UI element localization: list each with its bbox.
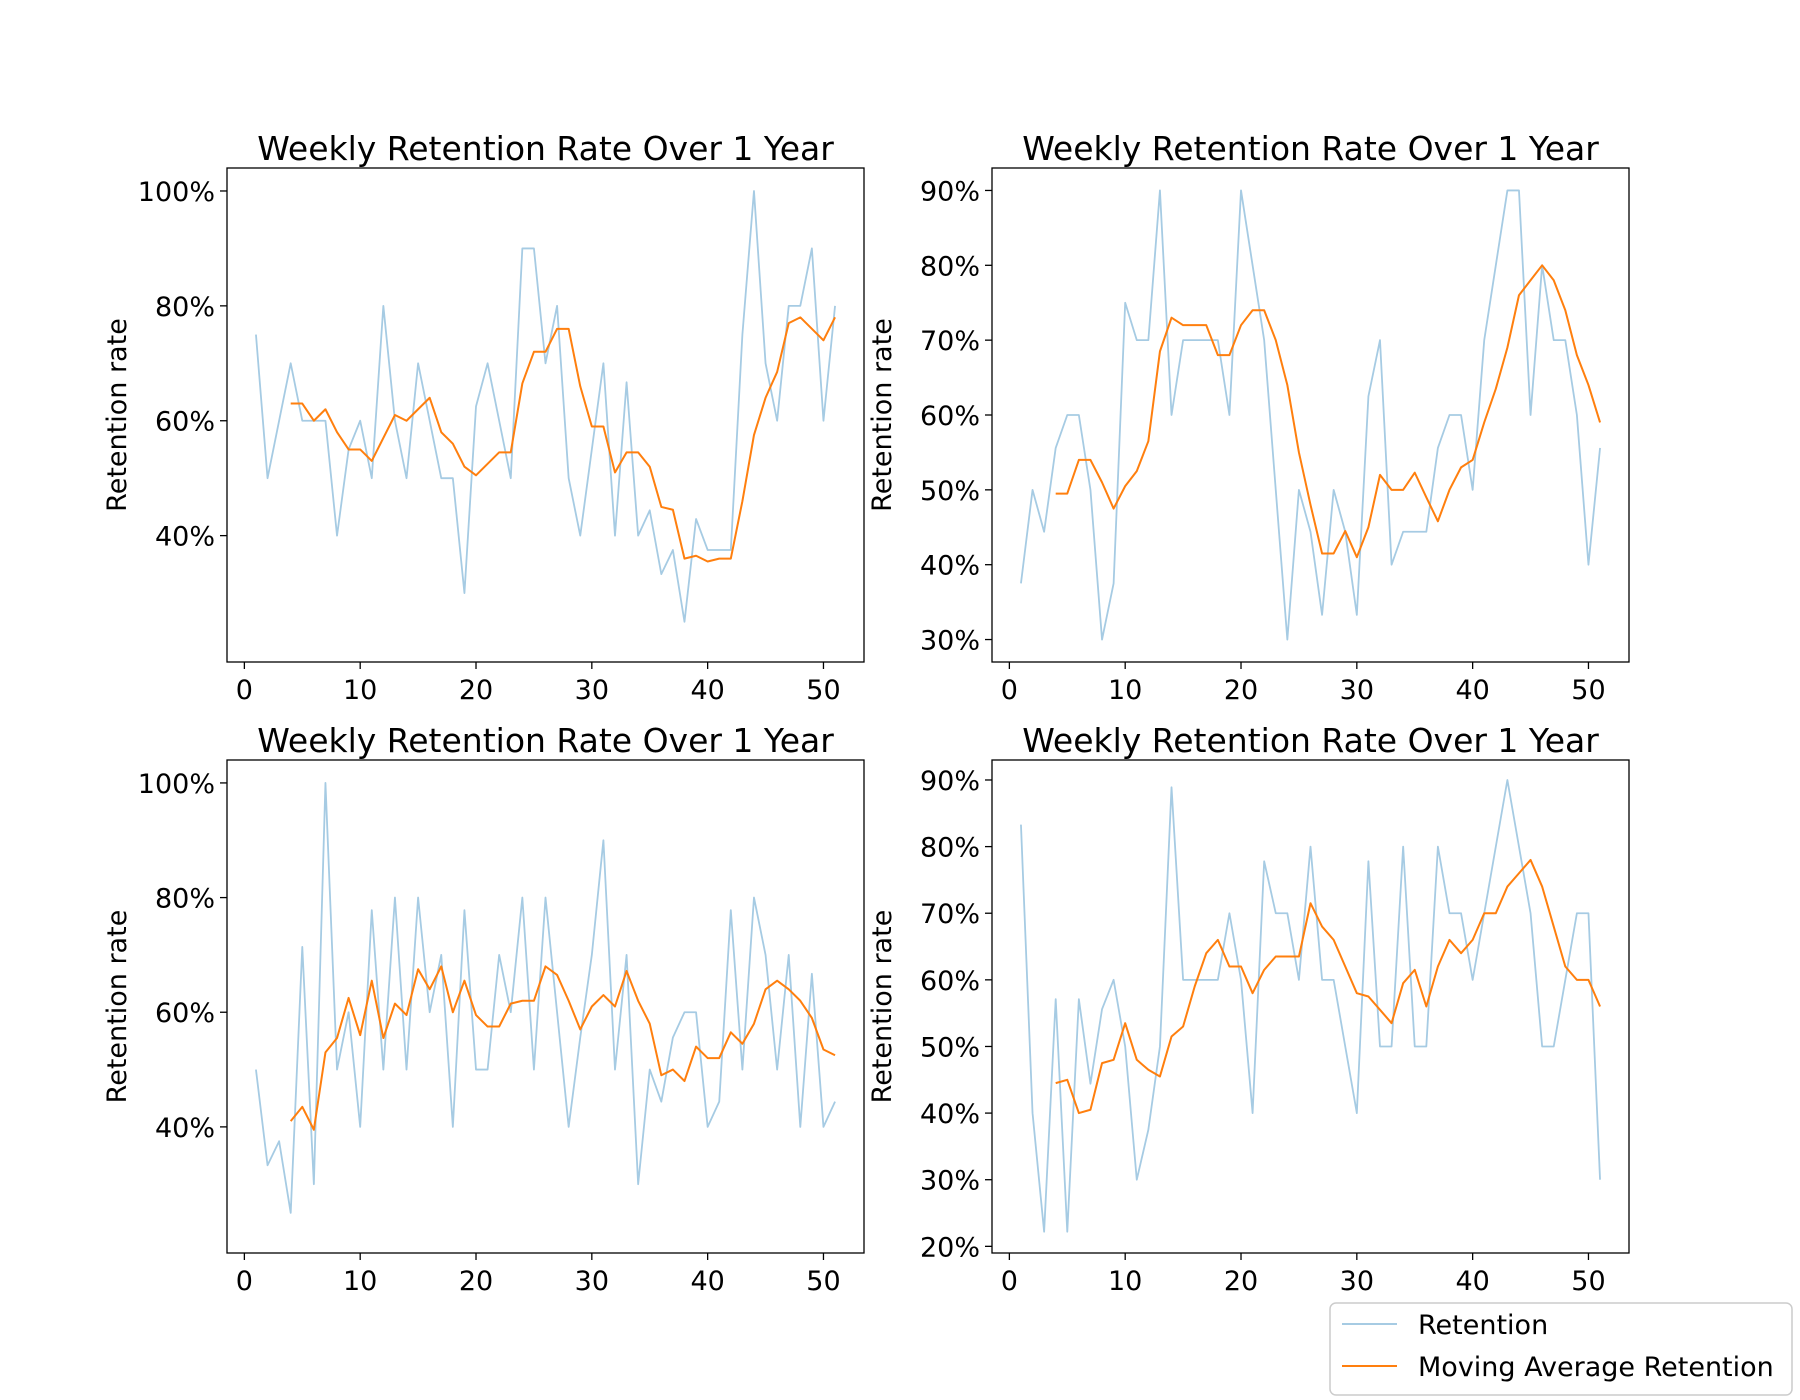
x-tick-label: 20 xyxy=(1224,675,1258,706)
x-tick-label: 50 xyxy=(1571,1266,1605,1297)
x-tick-label: 40 xyxy=(1455,675,1489,706)
x-tick-label: 0 xyxy=(236,675,253,706)
y-tick-label: 60% xyxy=(920,401,980,432)
y-axis-label: Retention rate xyxy=(102,318,133,512)
y-tick-label: 40% xyxy=(155,1113,215,1144)
x-tick-label: 40 xyxy=(690,1266,724,1297)
chart-panel-2: 0 10 20 30 40 50 30% 40% 50% 60% 70% 80% 90% Weekly R… xyxy=(867,129,1630,706)
chart-panel-3: 0 10 20 30 40 50 40% 60% 80% 100% Weekly Retention… xyxy=(102,721,865,1297)
y-tick-label: 90% xyxy=(920,176,980,207)
x-tick-label: 50 xyxy=(1571,675,1605,706)
series-line-retention xyxy=(255,782,836,1214)
y-axis-label: Retention rate xyxy=(102,910,133,1104)
chart-title: Weekly Retention Rate Over 1 Year xyxy=(1022,129,1599,168)
x-tick-label: 40 xyxy=(690,675,724,706)
x-tick-label: 30 xyxy=(575,1266,609,1297)
series-line-moving-average xyxy=(1055,858,1601,1115)
x-tick-label: 0 xyxy=(1001,1266,1018,1297)
y-tick-label: 40% xyxy=(920,551,980,582)
y-tick-label: 100% xyxy=(138,177,215,208)
y-tick-label: 90% xyxy=(920,766,980,797)
chart-title: Weekly Retention Rate Over 1 Year xyxy=(257,129,834,168)
series-line-moving-average xyxy=(289,965,836,1131)
series-line-moving-average xyxy=(1055,264,1602,559)
chart-title: Weekly Retention Rate Over 1 Year xyxy=(1022,721,1599,760)
x-tick-label: 50 xyxy=(806,675,840,706)
series-line-retention xyxy=(1020,779,1601,1233)
y-tick-label: 70% xyxy=(920,899,980,930)
y-tick-label: 80% xyxy=(920,251,980,282)
x-tick-label: 30 xyxy=(1340,675,1374,706)
y-tick-label: 50% xyxy=(920,1032,980,1063)
x-tick-label: 20 xyxy=(1224,1266,1258,1297)
y-axis-label: Retention rate xyxy=(867,910,898,1104)
x-tick-label: 40 xyxy=(1455,1266,1489,1297)
y-tick-label: 80% xyxy=(155,884,215,915)
x-tick-label: 10 xyxy=(1108,1266,1142,1297)
x-tick-label: 20 xyxy=(459,1266,493,1297)
y-tick-label: 40% xyxy=(920,1099,980,1130)
x-tick-label: 50 xyxy=(806,1266,840,1297)
series-line-retention xyxy=(255,190,836,623)
y-tick-label: 60% xyxy=(155,998,215,1029)
series-line-retention xyxy=(1020,189,1601,641)
x-tick-label: 10 xyxy=(1108,675,1142,706)
axes-frame xyxy=(226,167,865,663)
y-tick-label: 80% xyxy=(920,833,980,864)
chart-panel-1: 0 10 20 30 40 50 40% 60% 80% 100% Weekly Retention… xyxy=(102,129,865,706)
legend-label-retention: Retention xyxy=(1418,1310,1548,1341)
x-tick-label: 20 xyxy=(459,675,493,706)
y-tick-label: 60% xyxy=(920,966,980,997)
y-axis-label: Retention rate xyxy=(867,318,898,512)
y-tick-label: 40% xyxy=(155,522,215,553)
series-line-moving-average xyxy=(290,316,836,563)
x-tick-label: 0 xyxy=(1001,675,1018,706)
x-tick-label: 30 xyxy=(1340,1266,1374,1297)
y-tick-label: 30% xyxy=(920,1166,980,1197)
y-tick-label: 100% xyxy=(138,769,215,800)
axes-frame xyxy=(226,759,865,1254)
chart-panel-4: 0 10 20 30 40 50 20% 30% 40% 50% 60% 70% 80% 90% Weekl… xyxy=(867,721,1630,1297)
legend-label-moving-average: Moving Average Retention xyxy=(1418,1352,1774,1383)
y-tick-label: 20% xyxy=(920,1232,980,1263)
x-tick-label: 30 xyxy=(575,675,609,706)
y-tick-label: 70% xyxy=(920,326,980,357)
chart-title: Weekly Retention Rate Over 1 Year xyxy=(257,721,834,760)
x-tick-label: 10 xyxy=(343,675,377,706)
y-tick-label: 30% xyxy=(920,626,980,657)
x-tick-label: 10 xyxy=(343,1266,377,1297)
y-tick-label: 60% xyxy=(155,407,215,438)
axes-frame xyxy=(991,759,1630,1254)
x-tick-label: 0 xyxy=(236,1266,253,1297)
legend-frame xyxy=(1329,1302,1793,1396)
y-tick-label: 50% xyxy=(920,476,980,507)
y-tick-label: 80% xyxy=(155,292,215,323)
axes-frame xyxy=(991,167,1630,663)
legend: Retention Moving Average Retention xyxy=(1329,1302,1793,1396)
